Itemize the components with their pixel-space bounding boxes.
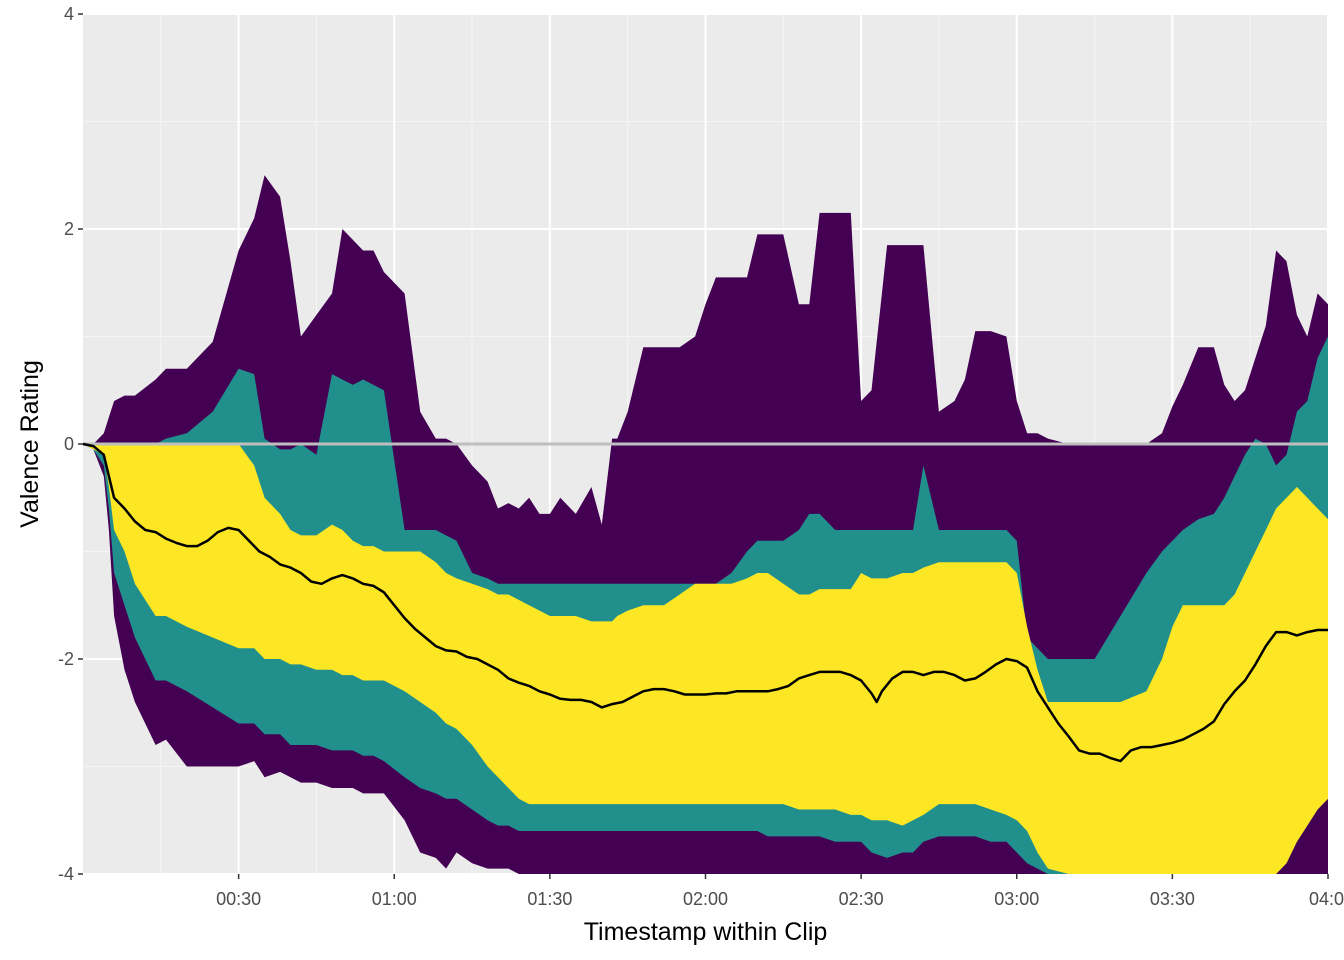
x-tick-label: 00:30 — [216, 889, 261, 909]
x-axis-title: Timestamp within Clip — [584, 918, 828, 946]
x-tick-label: 01:00 — [372, 889, 417, 909]
y-tick-label: 2 — [64, 219, 74, 239]
x-tick-label: 02:00 — [683, 889, 728, 909]
x-tick-label: 01:30 — [527, 889, 572, 909]
x-axis-ticks: 00:30 01:00 01:30 02:00 02:30 03:00 03:30 04:0 — [216, 874, 1344, 909]
x-tick-label: 03:30 — [1150, 889, 1195, 909]
quantile-bands — [83, 175, 1328, 875]
y-tick-label: 0 — [64, 434, 74, 454]
x-tick-label: 02:30 — [839, 889, 884, 909]
x-tick-label: 04:0 — [1309, 889, 1344, 909]
y-tick-label: 4 — [64, 4, 74, 24]
y-tick-label: -2 — [58, 649, 74, 669]
band-3 — [83, 444, 1328, 874]
mean-series-line — [82, 442, 1328, 763]
y-tick-label: -4 — [58, 864, 74, 884]
x-tick-label: 03:00 — [994, 889, 1039, 909]
y-axis-ticks: 4 2 0 -2 -4 — [58, 4, 83, 884]
mean-line — [82, 442, 1328, 763]
y-axis-title: Valence Rating — [16, 360, 44, 528]
